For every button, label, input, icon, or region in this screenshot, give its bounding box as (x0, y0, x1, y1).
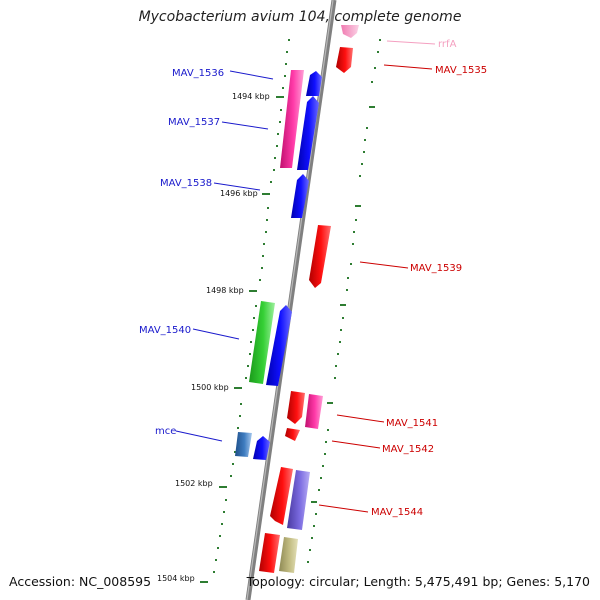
kbp-tick-label: 1494 kbp (232, 92, 270, 101)
topology-text: Topology: circular; Length: 5,475,491 bp… (246, 574, 590, 589)
gene-arrow[interactable] (259, 533, 280, 573)
gene-arrow[interactable] (249, 301, 275, 384)
gene-arrow[interactable] (266, 305, 292, 386)
map-title: Mycobacterium avium 104, complete genome (138, 9, 462, 25)
gene-arrow[interactable] (253, 436, 270, 460)
accession-text: Accession: NC_008595 (9, 574, 152, 589)
genome-backbone-highlight (246, 0, 334, 600)
gene-label-mav-1535[interactable]: MAV_1535 (435, 65, 487, 76)
kbp-tick-label: 1496 kbp (220, 189, 258, 198)
gene-arrow[interactable] (305, 394, 323, 429)
gene-label-mav-1542[interactable]: MAV_1542 (382, 444, 434, 455)
kbp-tick-label: 1502 kbp (175, 479, 213, 488)
gene-arrow[interactable] (280, 70, 304, 168)
kbp-tick-label: 1504 kbp (157, 574, 195, 583)
gene-label-mav-1538[interactable]: MAV_1538 (160, 178, 212, 189)
gene-arrow[interactable] (235, 432, 252, 457)
kbp-tick-marks (200, 96, 284, 583)
gene-label-mav-1540[interactable]: MAV_1540 (139, 325, 191, 336)
gene-arrow[interactable] (341, 25, 359, 38)
gene-arrow[interactable] (287, 470, 310, 530)
gene-arrow[interactable] (336, 47, 353, 73)
gene-label-mav-1539[interactable]: MAV_1539 (410, 263, 462, 274)
gene-label-mav-1536[interactable]: MAV_1536 (172, 68, 224, 79)
gene-label-mav-1537[interactable]: MAV_1537 (168, 117, 220, 128)
gene-label-mav-1544[interactable]: MAV_1544 (371, 507, 423, 518)
gene-arrow[interactable] (285, 428, 300, 441)
gene-arrow[interactable] (287, 391, 305, 424)
gene-arrow[interactable] (309, 225, 331, 288)
gene-label-mce[interactable]: mce (155, 426, 176, 437)
gene-label-rrfA[interactable]: rrfA (438, 39, 457, 50)
genome-backbone (245, 0, 337, 600)
gene-arrow[interactable] (306, 71, 322, 96)
gene-arrow[interactable] (297, 96, 319, 170)
gene-arrow[interactable] (291, 174, 309, 218)
gene-arrow[interactable] (279, 537, 298, 573)
tick-track-right (307, 39, 381, 563)
gene-arrow[interactable] (270, 467, 293, 525)
tick-track-left (213, 39, 290, 573)
callout-lines (175, 40, 436, 513)
kbp-tick-label: 1498 kbp (206, 286, 244, 295)
gene-label-mav-1541[interactable]: MAV_1541 (386, 418, 438, 429)
kbp-tick-label: 1500 kbp (191, 383, 229, 392)
